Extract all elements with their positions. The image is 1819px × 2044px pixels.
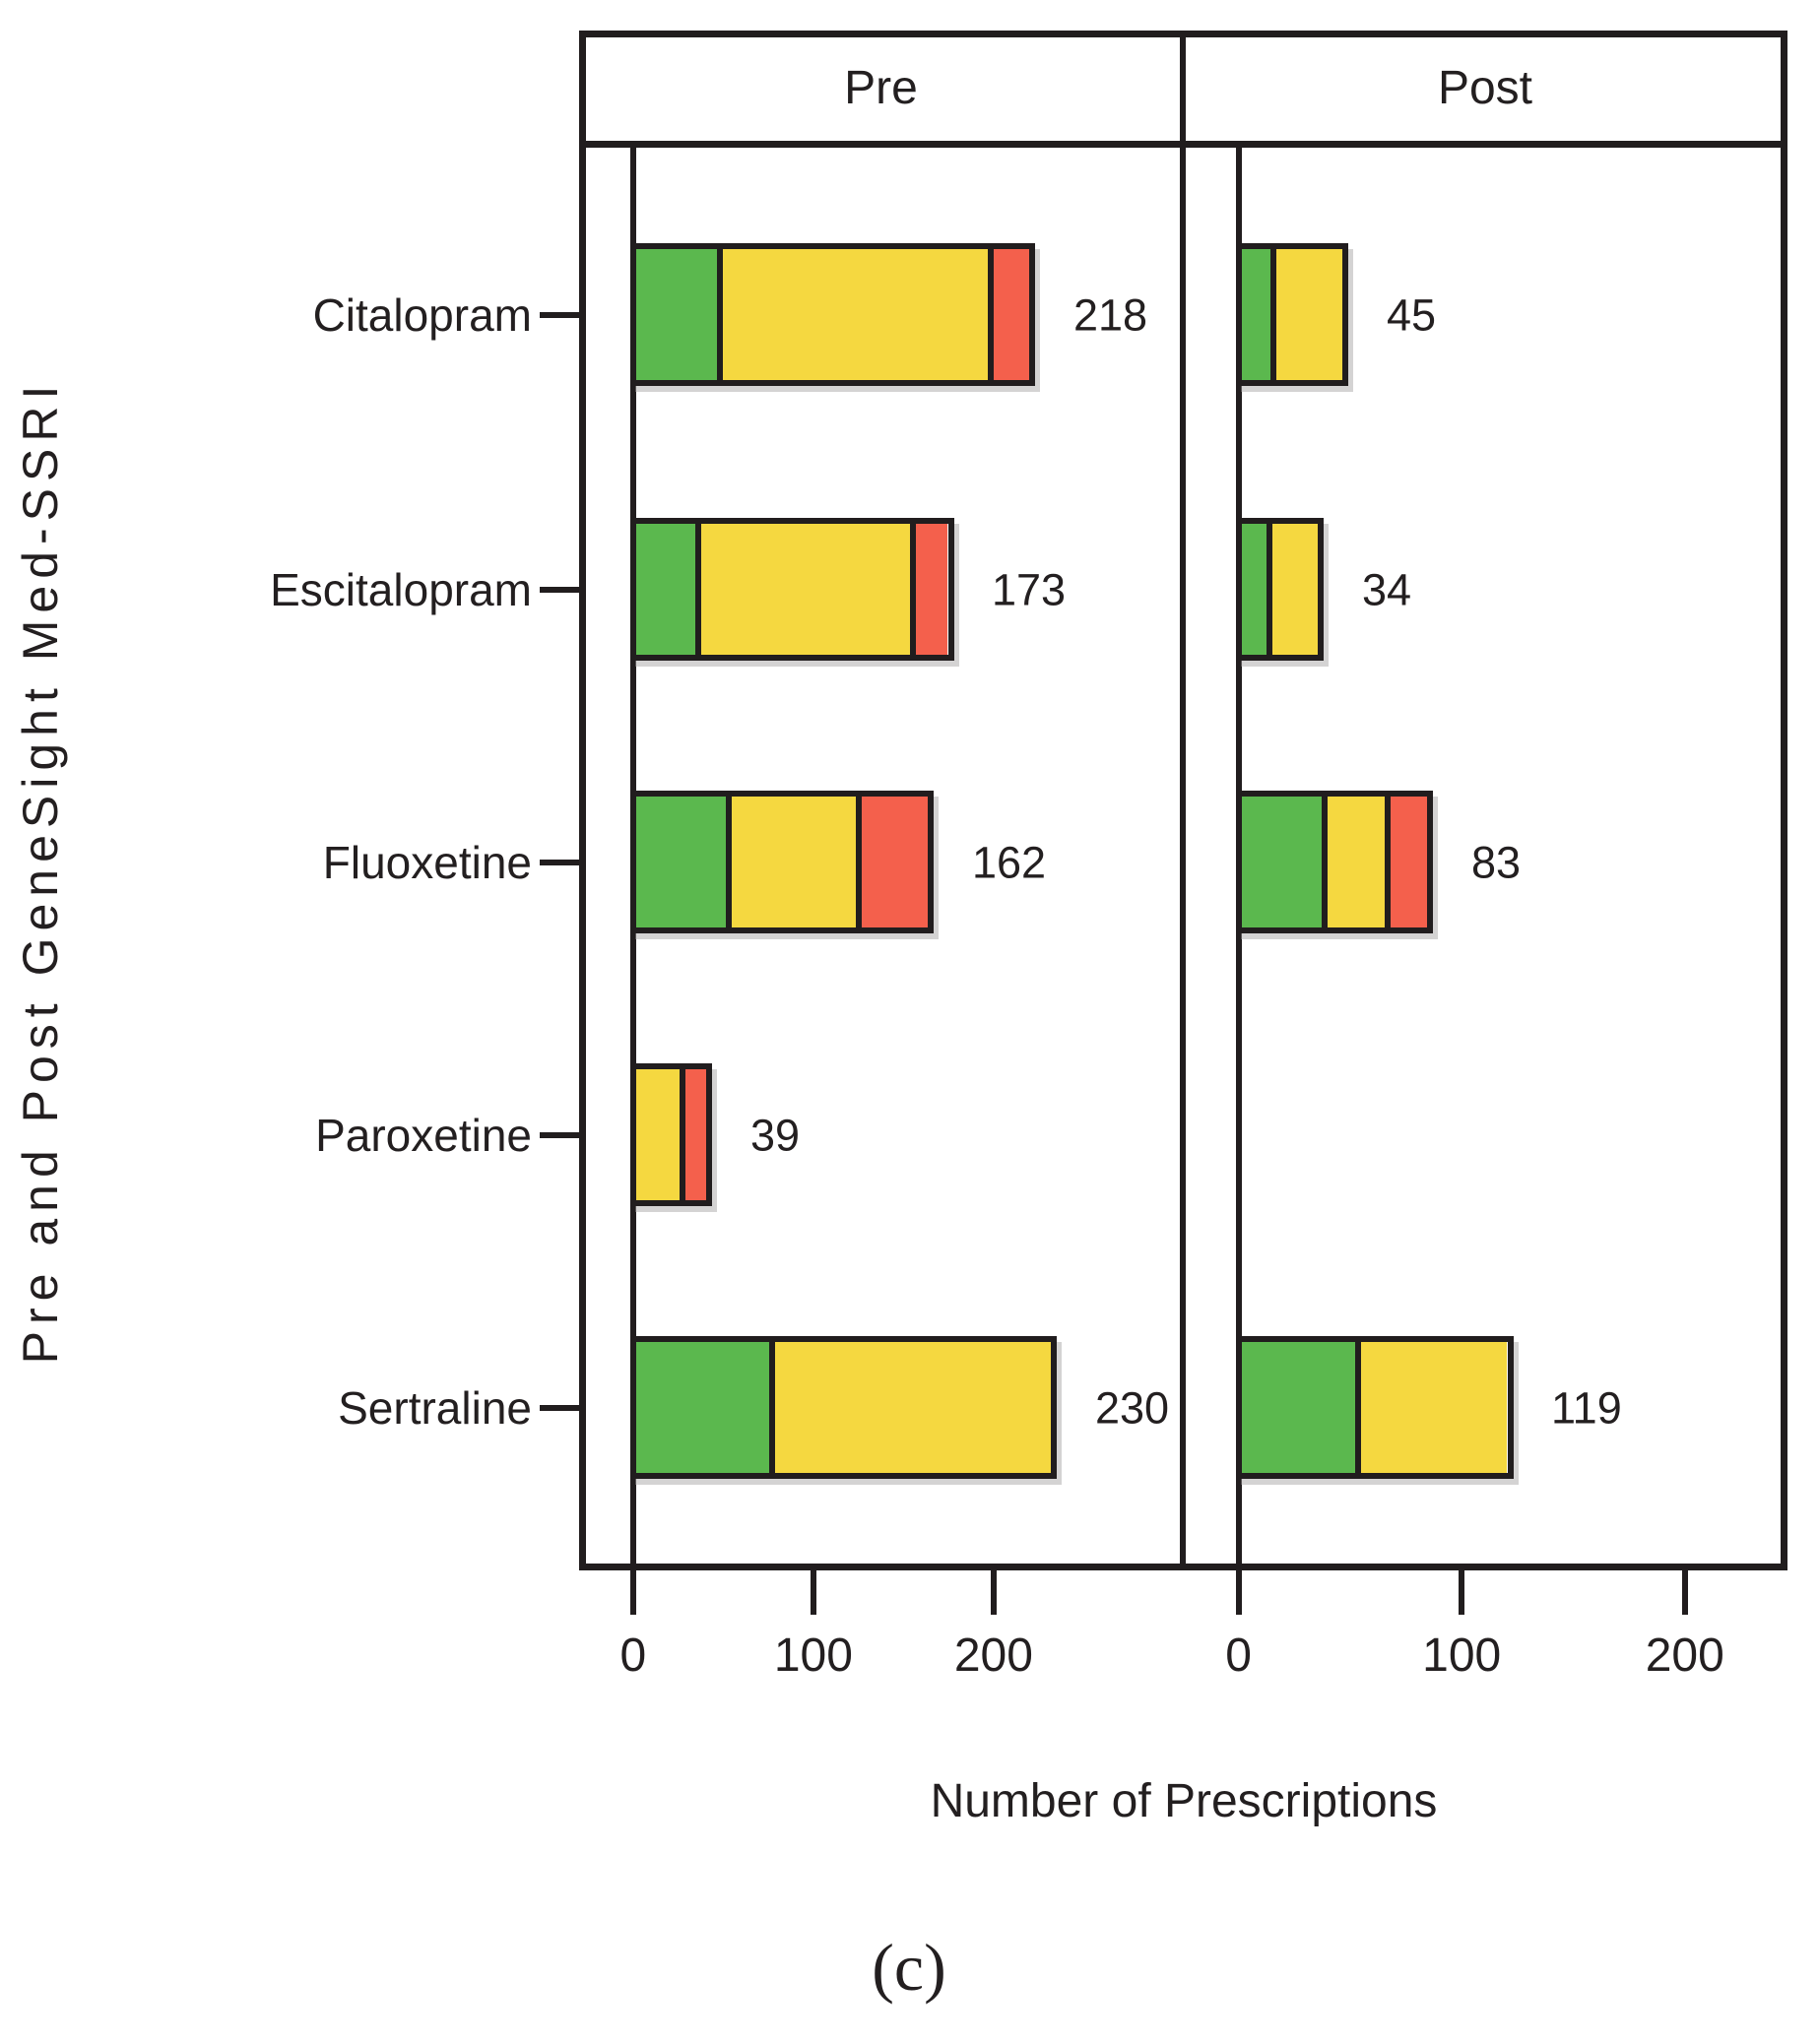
bar-value-label: 173: [992, 564, 1067, 615]
bar-segment-red: [1384, 797, 1427, 927]
category-tick: [540, 1405, 579, 1411]
x-axis-title: Number of Prescriptions: [930, 1775, 1438, 1827]
panel-header-pre: Pre: [844, 62, 918, 114]
category-tick: [540, 860, 579, 865]
x-tick-label: 100: [773, 1629, 853, 1682]
bar-post-sertraline: [1235, 1336, 1514, 1479]
bar-segment-yellow: [1322, 797, 1385, 927]
figure-caption: (c): [872, 1930, 946, 2005]
bar-post-fluoxetine: [1235, 791, 1433, 933]
bar-segment-green: [1241, 249, 1271, 380]
bar-value-label: 230: [1095, 1382, 1170, 1434]
bar-segment-red: [679, 1069, 706, 1200]
bar-value-label: 39: [750, 1110, 801, 1161]
bar-segment-yellow: [717, 249, 988, 380]
x-axis-tick: [810, 1570, 816, 1615]
x-axis-tick: [1681, 1570, 1688, 1615]
x-axis-tick: [1459, 1570, 1465, 1615]
category-tick: [540, 312, 579, 318]
bar-segment-green: [635, 249, 718, 380]
x-tick-label: 200: [1645, 1629, 1724, 1682]
category-label: Citalopram: [312, 289, 532, 341]
bar-value-label: 34: [1362, 564, 1412, 615]
x-axis-tick: [629, 1570, 636, 1615]
x-tick-label: 0: [1225, 1629, 1252, 1682]
bar-value-label: 162: [972, 837, 1047, 888]
panel-header-post: Post: [1437, 62, 1533, 114]
bar-segment-green: [1241, 797, 1323, 927]
bar-pre-citalopram: [629, 243, 1035, 386]
bar-segment-green: [635, 797, 727, 927]
bar-segment-yellow: [769, 1342, 1051, 1473]
bar-value-label: 83: [1471, 837, 1522, 888]
bar-segment-yellow: [1355, 1342, 1508, 1473]
category-label: Fluoxetine: [322, 837, 532, 888]
x-axis-tick: [990, 1570, 997, 1615]
bar-segment-red: [855, 797, 928, 927]
x-tick-label: 100: [1422, 1629, 1502, 1682]
category-label: Paroxetine: [315, 1110, 532, 1161]
bar-post-escitalopram: [1235, 518, 1324, 661]
bar-segment-red: [910, 524, 948, 655]
category-label: Escitalopram: [270, 564, 532, 615]
bar-segment-yellow: [1266, 524, 1318, 655]
category-tick: [540, 1132, 579, 1138]
panel-divider-line: [1180, 31, 1186, 1570]
bar-segment-green: [1241, 1342, 1356, 1473]
bar-segment-yellow: [1270, 249, 1342, 380]
bar-pre-fluoxetine: [629, 791, 934, 933]
bar-value-label: 119: [1551, 1382, 1622, 1434]
x-tick-label: 200: [953, 1629, 1033, 1682]
x-tick-label: 0: [619, 1629, 647, 1682]
bar-segment-green: [1241, 524, 1267, 655]
bar-segment-green: [635, 524, 696, 655]
category-tick: [540, 587, 579, 593]
x-axis-tick: [1235, 1570, 1242, 1615]
bar-value-label: 45: [1387, 289, 1437, 341]
bar-post-citalopram: [1235, 243, 1348, 386]
bar-segment-yellow: [635, 1069, 680, 1200]
bar-pre-sertraline: [629, 1336, 1057, 1479]
y-axis-title: Pre and Post GeneSight Med-SSRI: [13, 378, 68, 1365]
bar-value-label: 218: [1073, 289, 1148, 341]
category-label: Sertraline: [338, 1382, 532, 1434]
bar-pre-paroxetine: [629, 1063, 712, 1206]
bar-segment-green: [635, 1342, 770, 1473]
bar-segment-yellow: [695, 524, 911, 655]
bar-segment-red: [987, 249, 1029, 380]
bar-pre-escitalopram: [629, 518, 954, 661]
bar-segment-yellow: [726, 797, 856, 927]
